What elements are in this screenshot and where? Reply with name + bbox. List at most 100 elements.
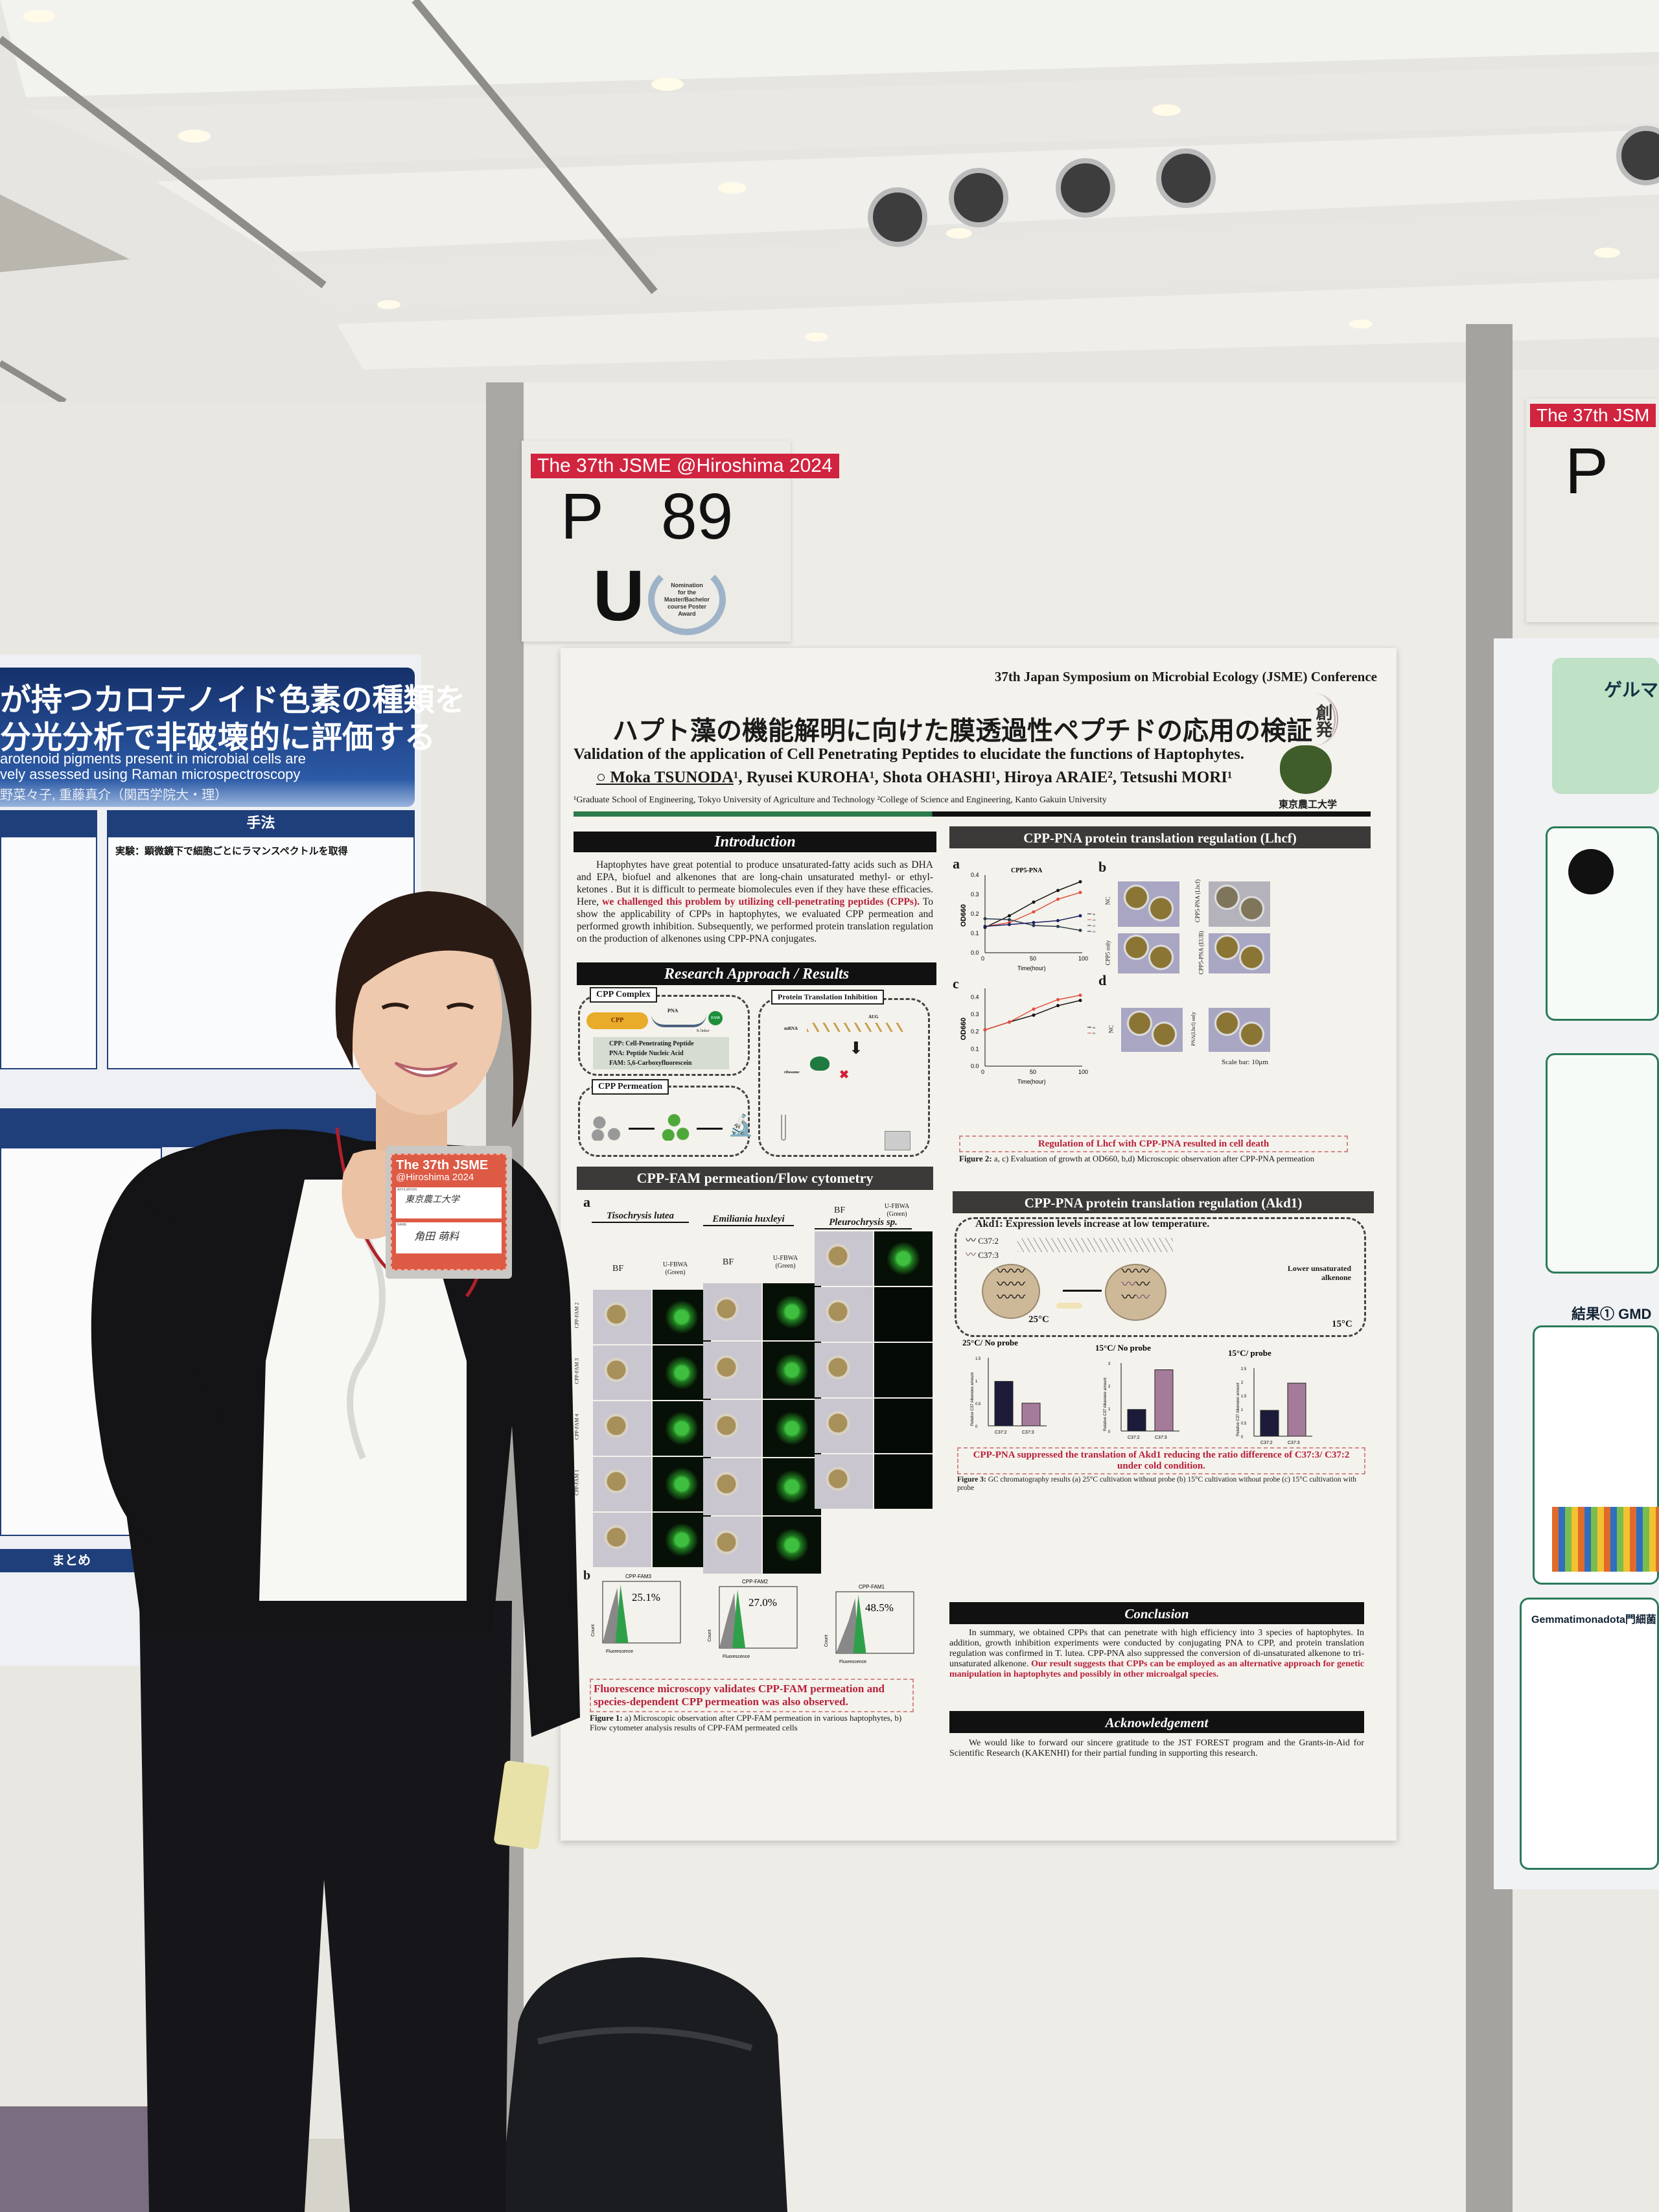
y-axis-label: OD660: [960, 1018, 968, 1040]
section-lhcf-title: CPP-PNA protein translation regulation (…: [1023, 830, 1297, 846]
cuvette-tube-icon: [781, 1115, 786, 1141]
section-lhcf: CPP-PNA protein translation regulation (…: [949, 826, 1371, 848]
data-point: [1032, 1007, 1036, 1011]
conclusion-highlight: Our result suggests that CPPs can be emp…: [949, 1659, 1364, 1679]
y-tick-label: 1: [1241, 1408, 1244, 1412]
fig3-conclusion: CPP-PNA suppressed the translation of Ak…: [957, 1447, 1365, 1474]
y-tick-label: 0.2: [971, 1029, 979, 1035]
bf-header: BF: [723, 1257, 734, 1267]
sample-distribution: [732, 1590, 746, 1648]
y-tick-label: 0: [1108, 1430, 1111, 1434]
y-tick-label: 0.3: [971, 891, 979, 898]
bar: [994, 1380, 1014, 1426]
left-poster-authors: 野菜々子, 重藤真介（関西学院大・理）: [0, 788, 228, 802]
brightfield-image: [815, 1287, 873, 1342]
akd1-subtitle: Akd1: Expression levels increase at low …: [975, 1218, 1210, 1229]
bar-chart-title: 15°C/ probe: [1228, 1348, 1271, 1358]
green-channel-header: U-FBWA (Green): [772, 1255, 798, 1270]
legend-label: CPP5 only: [1093, 918, 1095, 922]
block-x-icon: ✖: [839, 1068, 850, 1081]
brightfield-image: [703, 1342, 761, 1399]
bf-header: BF: [834, 1205, 846, 1215]
award-line: Master/Bachelor: [664, 596, 710, 603]
research-poster: 37th Japan Symposium on Microbial Ecolog…: [561, 648, 1397, 1841]
panel-label-2c: c: [953, 975, 959, 992]
x-tick-label: 50: [1030, 955, 1036, 962]
histogram: CPP-FAM1 48.5% Count Fluorescence: [824, 1584, 914, 1664]
data-point: [1078, 891, 1082, 894]
micro-label: CPP5 only: [1104, 940, 1111, 966]
row-label: CPP-FAM 1: [574, 1469, 580, 1496]
brightfield-image: [703, 1283, 761, 1340]
fluorescence-image: [763, 1342, 821, 1399]
brightfield-image: [593, 1401, 651, 1456]
left-poster-title-2: 分光分析で非破壊的に評価する: [0, 721, 436, 755]
ceiling-lights: [23, 10, 1620, 342]
brightfield-image: [593, 1290, 651, 1344]
micro-label: CPP5-PNA (Lhcf): [1194, 879, 1201, 923]
fam-dot: FAM: [708, 1011, 723, 1025]
cpp-complex-label: CPP Complex: [590, 987, 657, 1003]
micrograph-nc: [1118, 881, 1179, 927]
fig2-conclusion: Regulation of Lhcf with CPP-PNA resulted…: [959, 1135, 1348, 1152]
fluorescence-image: [653, 1345, 711, 1400]
temp-25c: 25°C: [1028, 1314, 1049, 1325]
ceiling: [0, 0, 1659, 415]
left-poster-subtitle-1: arotenoid pigments present in microbial …: [0, 751, 307, 767]
brightfield-image: [703, 1400, 761, 1457]
data-point: [1032, 1013, 1036, 1017]
data-point: [1032, 924, 1036, 927]
histogram-x-label: Fluorescence: [606, 1649, 633, 1654]
data-point: [1056, 925, 1060, 928]
fluorescence-image: [763, 1400, 821, 1457]
x-axis-label: Time(hour): [1017, 965, 1046, 972]
data-point: [1008, 1020, 1011, 1024]
pna-label: PNA: [667, 1008, 679, 1014]
green-channel-header: U-FBWA (Green): [662, 1261, 688, 1276]
histogram-percent: 27.0%: [748, 1596, 777, 1609]
y-tick-label: 0.0: [971, 949, 979, 956]
arrow-icon: [697, 1128, 723, 1130]
section-cpp-fam: CPP-FAM permeation/Flow cytometry: [577, 1167, 933, 1190]
sample-distribution: [615, 1585, 629, 1643]
data-point: [983, 1028, 987, 1032]
histogram-label: CPP-FAM1: [859, 1584, 885, 1590]
alkenone-structures: [1017, 1238, 1173, 1252]
microscope-icon: 🔬: [728, 1113, 754, 1137]
translation-inhibition-label: Protein Translation Inhibition: [771, 990, 885, 1005]
section-akd1: CPP-PNA protein translation regulation (…: [953, 1191, 1374, 1213]
section-akd1-title: CPP-PNA protein translation regulation (…: [1024, 1195, 1303, 1211]
left-poster-intro-box: [0, 836, 97, 1069]
y-tick-label: 0.4: [971, 872, 979, 878]
brightfield-image: [593, 1457, 651, 1511]
cell-25c: 〰〰 〰〰 〰〰: [982, 1264, 1040, 1319]
micro-label: PNA(Lhcf) only: [1190, 1012, 1196, 1046]
def-pna: PNA: Peptide Nucleic Acid: [609, 1050, 684, 1057]
y-tick-label: 0.4: [971, 994, 979, 1000]
conclusion-text: In summary, we obtained CPPs that can pe…: [949, 1628, 1364, 1680]
def-cpp: CPP: Cell-Penetrating Peptide: [609, 1040, 694, 1047]
arrow-icon: [629, 1128, 655, 1130]
award-line: Award: [678, 611, 696, 617]
micrograph-cpp5-pna-eub: [1209, 933, 1270, 973]
bar-chart: 15°C/ probe 0 0.5 1 1.5 2 2.5 Relative C37 Alke…: [1228, 1348, 1312, 1445]
event-banner: The 37th JSME @Hiroshima 2024: [531, 454, 839, 478]
y-tick-label: 1: [1108, 1408, 1111, 1412]
brightfield-image: [815, 1399, 873, 1453]
micrograph-cpp5-pna-lhcf: [1209, 881, 1270, 927]
bar: [1287, 1382, 1306, 1437]
control-distribution: [719, 1593, 738, 1648]
section-research-approach: Research Approach / Results: [577, 962, 936, 985]
fig2-caption: Figure 2: a, c) Evaluation of growth at …: [959, 1154, 1348, 1163]
section-introduction: Introduction: [574, 832, 936, 852]
neighbor-poster-result: 結果① GMD: [1572, 1306, 1652, 1322]
y-tick-label: 1.5: [1241, 1395, 1247, 1399]
panel-label-2d: d: [1098, 972, 1107, 988]
fluorescence-image: [874, 1287, 933, 1342]
neighbor-number-tag: The 37th JSM P: [1526, 399, 1659, 622]
aug-label: AUG: [868, 1014, 879, 1019]
university-name: 東京農工大学: [1279, 798, 1338, 810]
bar-chart: 15°C/ No probe 0 1 2 3 Relative C37 Alkenone …: [1095, 1343, 1179, 1440]
badge-name: 角田 萌料: [414, 1230, 459, 1242]
neighbor-poster-title: ゲルマ: [1604, 680, 1659, 700]
